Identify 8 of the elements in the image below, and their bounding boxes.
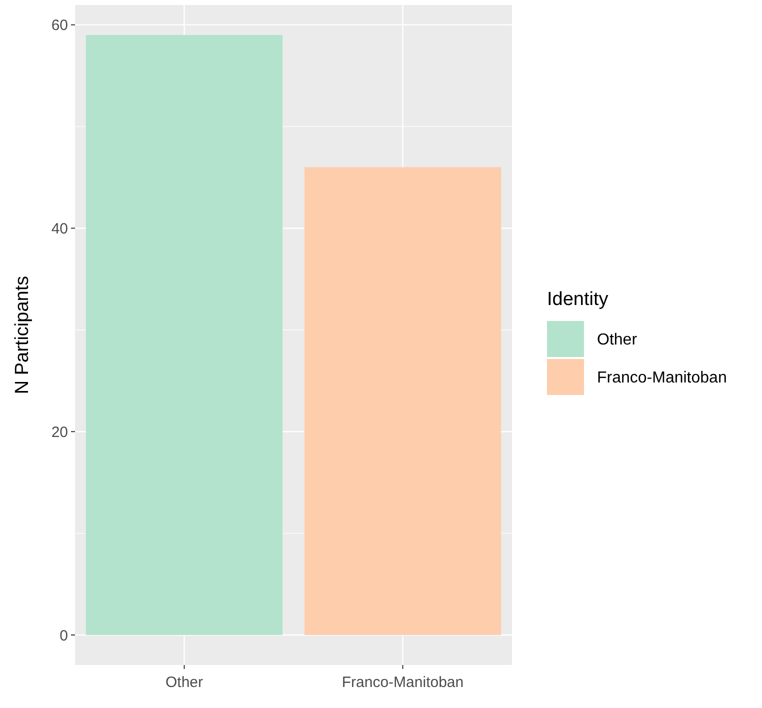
y-tick-label: 40 — [51, 220, 68, 238]
legend-label: Franco-Manitoban — [597, 370, 727, 387]
legend-title: Identity — [547, 289, 609, 310]
y-tick-label: 60 — [51, 17, 68, 34]
y-axis-title: N Participants — [12, 276, 33, 394]
y-tick-label: 0 — [60, 627, 68, 644]
legend-label: Other — [597, 332, 638, 349]
y-tick-label: 20 — [51, 424, 68, 441]
